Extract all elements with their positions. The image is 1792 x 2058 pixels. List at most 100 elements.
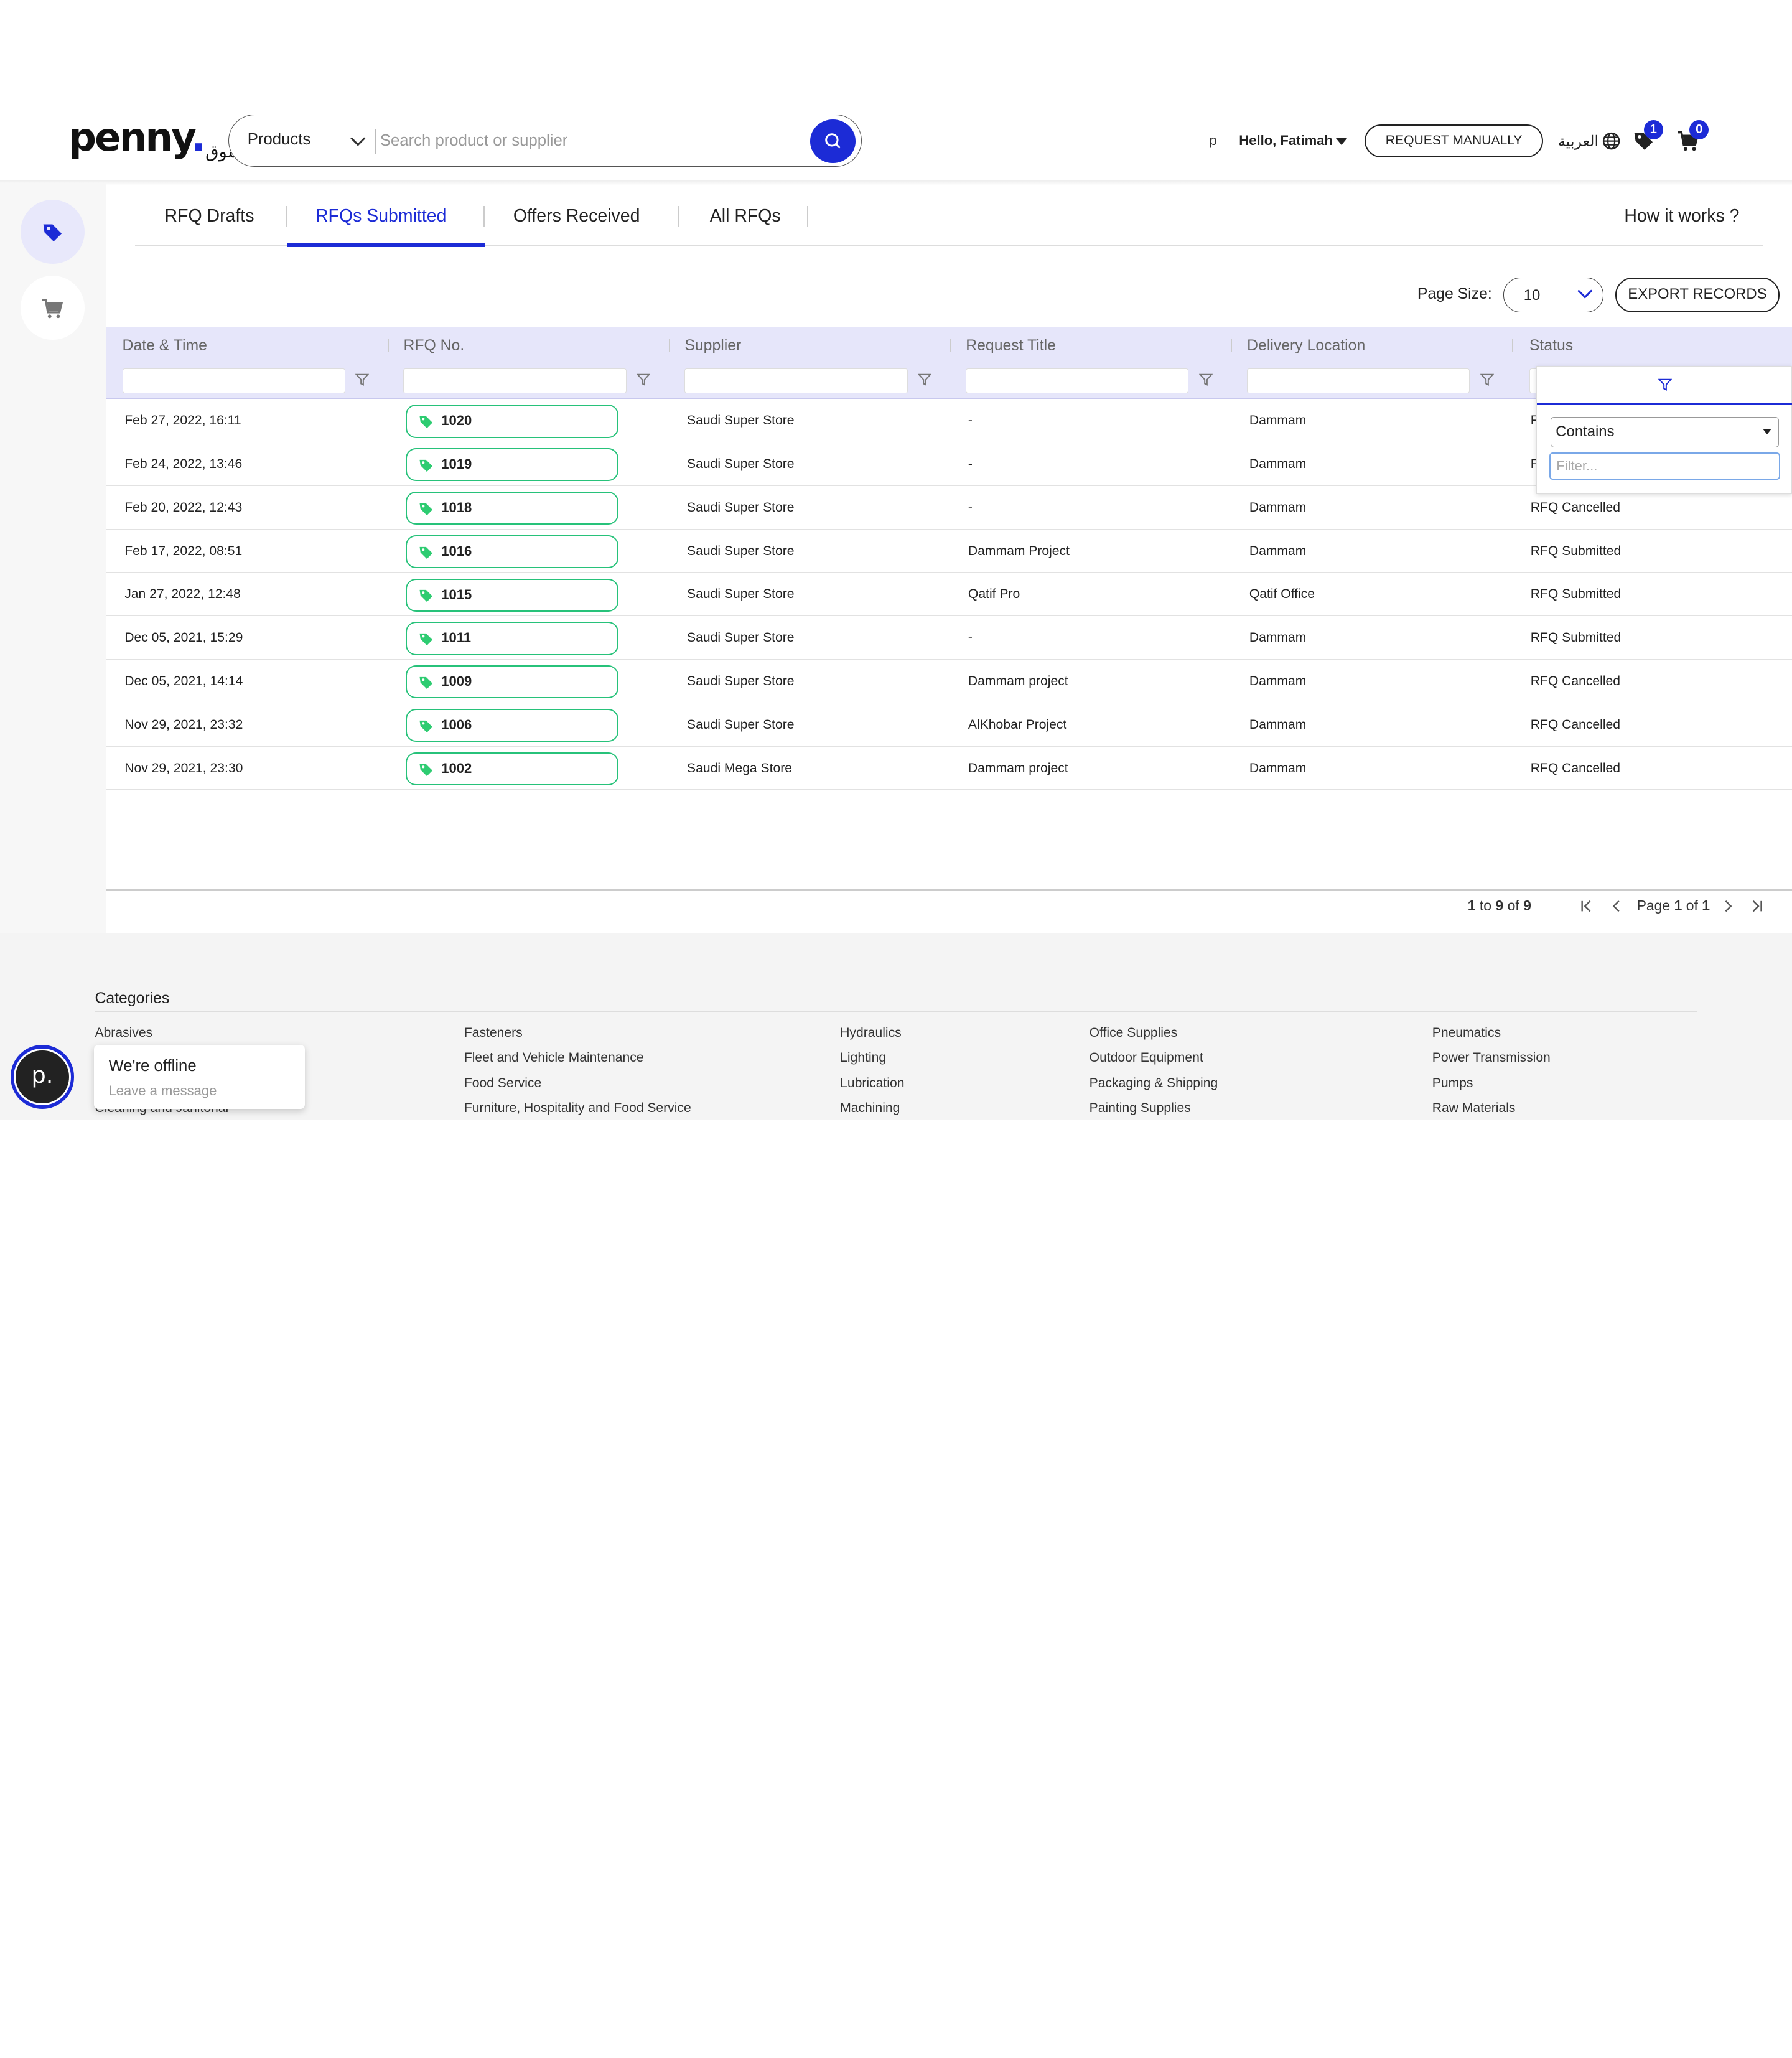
column-filter-input[interactable]: [403, 368, 627, 393]
page-size-select[interactable]: [1503, 278, 1604, 312]
first-page-icon[interactable]: [1580, 900, 1592, 912]
column-filter-input[interactable]: [684, 368, 908, 393]
rfq-number-link[interactable]: 1011: [406, 622, 618, 655]
column-filter-input[interactable]: [1247, 368, 1470, 393]
category-link[interactable]: Packaging & Shipping: [1089, 1075, 1218, 1090]
column-header-request-title[interactable]: Request Title: [966, 337, 1056, 354]
category-link[interactable]: Food Service: [464, 1075, 542, 1090]
chat-launcher[interactable]: p.: [10, 1045, 75, 1109]
search-input[interactable]: [380, 126, 803, 156]
filter-icon[interactable]: [637, 373, 651, 386]
sidebar-rfq-button[interactable]: [21, 200, 85, 264]
request-manually-button[interactable]: REQUEST MANUALLY: [1365, 124, 1543, 158]
category-link[interactable]: Office Supplies: [1089, 1025, 1178, 1040]
tab-rfq-drafts[interactable]: RFQ Drafts: [164, 205, 254, 226]
user-greeting[interactable]: Hello, Fatimah: [1239, 133, 1333, 149]
rfq-number-link[interactable]: 1002: [406, 752, 618, 785]
rfq-number-link[interactable]: 1015: [406, 578, 618, 612]
status-cell: RFQ Submitted: [1530, 630, 1622, 645]
request-title-cell: -: [968, 456, 973, 471]
pagination-summary: 1 to 9 of 9: [1468, 897, 1531, 914]
date-cell: Feb 17, 2022, 08:51: [124, 543, 243, 558]
table-row[interactable]: Feb 20, 2022, 12:43 Saudi Super Store - Dam…: [106, 485, 1792, 530]
column-header-supplier[interactable]: Supplier: [684, 337, 742, 354]
column-filter-input[interactable]: [122, 368, 345, 393]
last-page-icon[interactable]: [1751, 900, 1763, 912]
rfq-number-link[interactable]: 1018: [406, 491, 618, 525]
table-row[interactable]: Feb 24, 2022, 13:46 Saudi Super Store - Dam…: [106, 442, 1792, 486]
category-link[interactable]: Pneumatics: [1432, 1025, 1501, 1040]
caret-down-icon[interactable]: [1336, 138, 1348, 146]
rfq-number-link[interactable]: 1019: [406, 448, 618, 482]
table-row[interactable]: Nov 29, 2021, 23:30 Saudi Mega Store Damma…: [106, 746, 1792, 790]
category-link[interactable]: Hydraulics: [840, 1025, 902, 1040]
category-link[interactable]: Raw Materials: [1432, 1101, 1516, 1116]
rfq-number: 1016: [441, 543, 472, 559]
tab-rfqs-submitted[interactable]: RFQs Submitted: [315, 205, 447, 226]
filter-text-input[interactable]: [1549, 452, 1781, 480]
column-header-delivery-location[interactable]: Delivery Location: [1247, 337, 1366, 354]
filter-icon[interactable]: [1199, 373, 1213, 386]
column-resize-handle[interactable]: [668, 338, 670, 352]
rfq-number-link[interactable]: 1020: [406, 405, 618, 438]
category-select[interactable]: Products: [248, 131, 310, 149]
search-button[interactable]: [810, 119, 856, 163]
tab-all-rfqs[interactable]: All RFQs: [709, 205, 781, 226]
supplier-cell: Saudi Super Store: [687, 413, 795, 428]
category-link[interactable]: Furniture, Hospitality and Food Service: [464, 1101, 691, 1116]
category-link[interactable]: Abrasives: [95, 1025, 153, 1040]
chat-offline-card[interactable]: We're offline Leave a message: [93, 1045, 306, 1109]
date-cell: Feb 20, 2022, 12:43: [124, 500, 243, 515]
column-resize-handle[interactable]: [1231, 338, 1233, 352]
next-page-icon[interactable]: [1722, 900, 1734, 912]
column-resize-handle[interactable]: [1512, 338, 1514, 352]
column-filter-input[interactable]: [966, 368, 1189, 393]
table-bottom-border: [106, 889, 1792, 891]
language-switch[interactable]: العربية: [1557, 133, 1599, 151]
tab-offers-received[interactable]: Offers Received: [513, 205, 640, 226]
category-link[interactable]: Outdoor Equipment: [1089, 1050, 1203, 1065]
category-link[interactable]: Painting Supplies: [1089, 1101, 1191, 1116]
column-header-date-time[interactable]: Date & Time: [122, 337, 207, 354]
category-link[interactable]: Pumps: [1432, 1075, 1473, 1090]
filter-icon[interactable]: [355, 373, 370, 386]
rfq-number-link[interactable]: 1009: [406, 665, 618, 699]
table-row[interactable]: Dec 05, 2021, 14:14 Saudi Super Store Damm…: [106, 659, 1792, 703]
search-bar: Products: [228, 114, 862, 167]
category-link[interactable]: Machining: [840, 1101, 900, 1116]
delivery-location-cell: Dammam: [1249, 630, 1307, 645]
rfq-number-link[interactable]: 1016: [406, 535, 618, 568]
column-resize-handle[interactable]: [387, 338, 389, 352]
date-cell: Feb 24, 2022, 13:46: [124, 456, 243, 471]
category-link[interactable]: Fleet and Vehicle Maintenance: [464, 1050, 644, 1065]
export-records-button[interactable]: EXPORT RECORDS: [1615, 278, 1780, 312]
column-header-rfq-no[interactable]: RFQ No.: [403, 337, 465, 354]
penny-logo[interactable]: penny. سوق: [68, 115, 242, 175]
table-row[interactable]: Jan 27, 2022, 12:48 Saudi Super Store Qati…: [106, 573, 1792, 617]
sidebar-cart-button[interactable]: [21, 275, 85, 340]
filter-icon[interactable]: [918, 373, 932, 386]
table-row[interactable]: Feb 27, 2022, 16:11 Saudi Super Store - Dam…: [106, 399, 1792, 442]
table-row[interactable]: Nov 29, 2021, 23:32 Saudi Super Store AlKh…: [106, 703, 1792, 747]
table-row[interactable]: Dec 05, 2021, 15:29 Saudi Super Store - Dam…: [106, 616, 1792, 660]
table-row[interactable]: Feb 17, 2022, 08:51 Saudi Super Store Damm…: [106, 529, 1792, 573]
filter-operator-select[interactable]: Contains: [1550, 416, 1780, 448]
filter-icon[interactable]: [1480, 373, 1494, 386]
chevron-down-icon[interactable]: [350, 131, 365, 146]
wishlist-tag-icon[interactable]: [1632, 129, 1655, 152]
column-header-status[interactable]: Status: [1529, 337, 1574, 354]
category-link[interactable]: Fasteners: [464, 1025, 523, 1040]
categories-divider: [95, 1010, 1697, 1012]
how-it-works-link[interactable]: How it works ?: [1624, 205, 1740, 226]
status-cell: RFQ Cancelled: [1530, 760, 1621, 775]
category-link[interactable]: Power Transmission: [1432, 1050, 1551, 1065]
category-link[interactable]: Lubrication: [840, 1075, 905, 1090]
prev-page-icon[interactable]: [1610, 900, 1623, 912]
status-cell: RFQ Cancelled: [1530, 717, 1621, 732]
globe-icon[interactable]: [1602, 131, 1621, 151]
rfq-number-link[interactable]: 1006: [406, 708, 618, 742]
filter-tab[interactable]: [1536, 367, 1792, 406]
category-link[interactable]: Lighting: [840, 1050, 887, 1065]
column-resize-handle[interactable]: [950, 338, 951, 352]
pagination-total: 9: [1523, 897, 1531, 914]
